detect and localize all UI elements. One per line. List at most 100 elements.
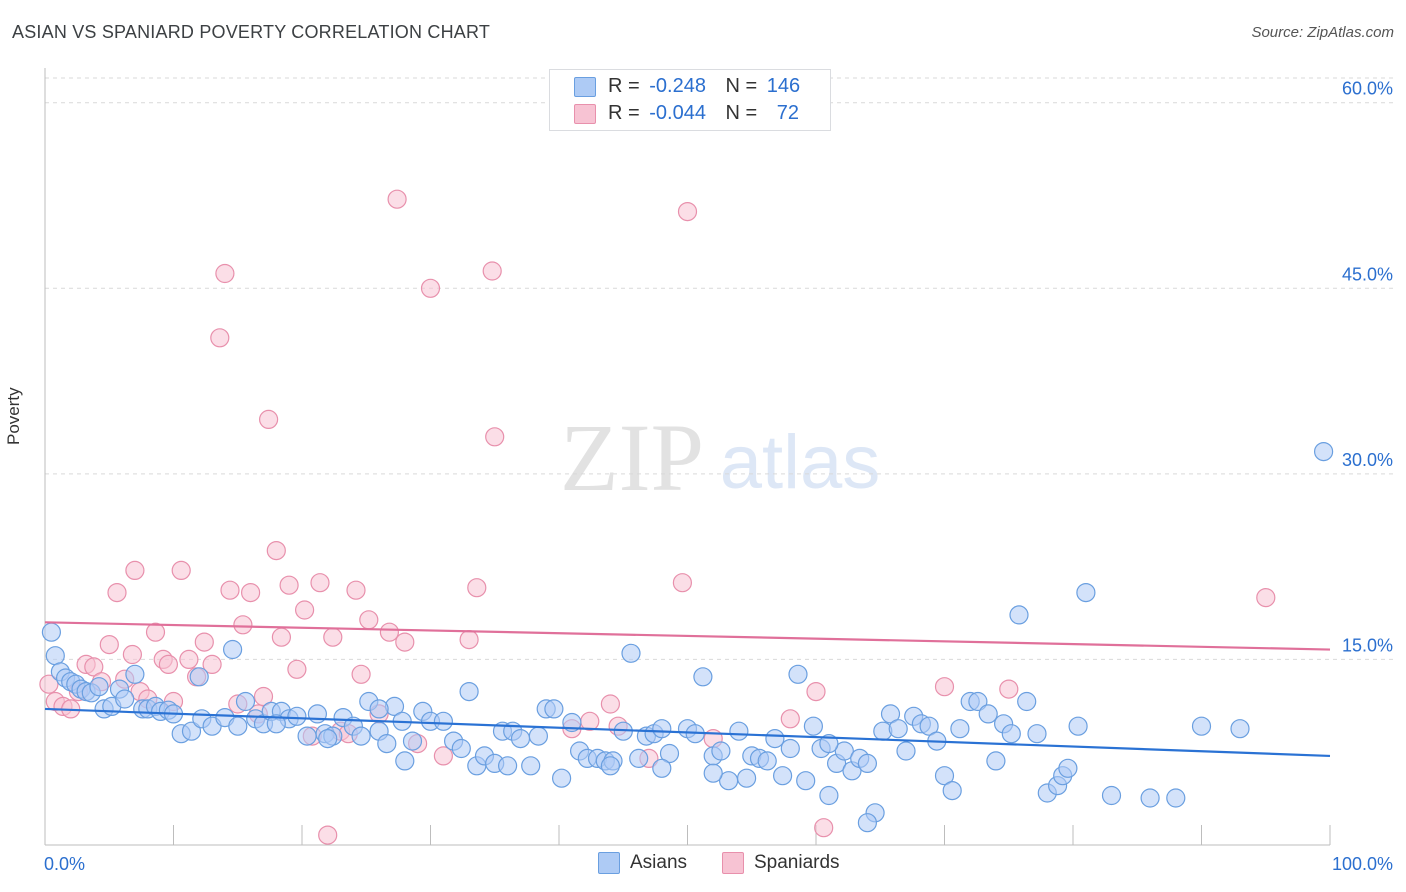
tick-labels: 15.0% 30.0% 45.0% 60.0% 0.0% 100.0% [44, 79, 1393, 874]
asian-point [788, 664, 808, 684]
spaniard-point [459, 629, 479, 650]
spaniard-point [485, 427, 505, 447]
spaniard-point [677, 202, 698, 222]
asian-point [796, 771, 816, 791]
asian-point [803, 716, 824, 736]
asian-point [736, 768, 757, 788]
asian-point [89, 677, 109, 697]
spaniard-point [806, 681, 826, 702]
legend-text-asians: R = -0.248 N = 146 [608, 75, 800, 98]
asian-point [652, 758, 672, 778]
chart-title: ASIAN VS SPANIARD POVERTY CORRELATION CH… [12, 22, 491, 42]
asian-point [510, 728, 531, 749]
data-points [39, 189, 1334, 845]
x-tick-label: 0.0% [44, 854, 85, 874]
spaniard-point [672, 573, 693, 593]
spaniard-point [287, 659, 307, 679]
asian-point [1140, 788, 1160, 808]
spaniard-point [122, 644, 142, 665]
asian-point [395, 751, 415, 771]
y-tick-label: 15.0% [1342, 635, 1393, 655]
asian-point [1017, 691, 1037, 712]
asian-point [521, 756, 541, 776]
asian-point [896, 741, 916, 761]
spaniard-point [395, 632, 415, 652]
spaniard-point [233, 615, 253, 635]
spaniard-point [482, 261, 502, 281]
y-tick-label: 60.0% [1342, 79, 1393, 99]
n-value: 72 [776, 102, 800, 124]
asian-point [551, 768, 572, 788]
spaniard-point [359, 610, 379, 630]
spaniard-point [934, 677, 955, 697]
spaniard-point [253, 686, 274, 707]
asian-point [1101, 785, 1122, 806]
asian-point [834, 741, 854, 761]
asian-point [318, 728, 338, 749]
asian-point [1027, 724, 1047, 744]
asians-swatch [598, 852, 620, 874]
asian-point [45, 646, 65, 666]
y-tick-label: 45.0% [1342, 264, 1393, 284]
asian-point [115, 689, 135, 709]
asian-point [451, 738, 471, 759]
n-label: N = [725, 75, 758, 97]
asian-point [228, 716, 248, 736]
asian-point [287, 706, 307, 726]
asian-point [819, 733, 839, 754]
asian-point [433, 711, 453, 731]
asian-point [377, 733, 397, 754]
asian-point [978, 704, 998, 724]
n-value: 146 [766, 75, 801, 97]
asian-point [986, 751, 1006, 771]
asian-point [772, 766, 793, 786]
asian-point [659, 743, 680, 764]
spaniards-swatch [574, 104, 596, 124]
asian-point [629, 748, 649, 769]
spaniard-point [99, 634, 119, 655]
spaniard-point [323, 627, 343, 647]
r-label: R = [608, 75, 640, 97]
asian-point [888, 719, 908, 739]
bottom-legend-label-asians: Asians [630, 852, 688, 873]
spaniard-point [420, 278, 441, 298]
asian-point [819, 785, 839, 806]
asian-point [765, 728, 785, 749]
y-tick-label: 30.0% [1342, 450, 1393, 470]
asian-point [459, 681, 479, 702]
spaniard-point [84, 657, 104, 677]
asians-swatch [574, 77, 596, 97]
asian-point [235, 691, 256, 712]
asian-point [1313, 442, 1334, 462]
asian-point [223, 639, 243, 660]
axes [44, 68, 1331, 846]
legend-text-spaniards: R = -0.044 N = 72 [608, 102, 799, 125]
spaniard-point [158, 654, 178, 675]
spaniard-point [467, 578, 487, 598]
asian-point [402, 731, 423, 751]
spaniard-point [814, 818, 834, 838]
r-value: -0.248 [649, 75, 706, 97]
asian-point [942, 780, 962, 801]
spaniard-point [351, 664, 371, 684]
asian-point [1191, 716, 1212, 736]
asian-point [41, 622, 62, 642]
asian-point [125, 664, 145, 684]
trend-lines [44, 621, 1331, 758]
asian-point [934, 766, 955, 786]
spaniard-point [600, 694, 621, 714]
spaniards-swatch [722, 852, 744, 874]
spaniard-point [202, 654, 222, 675]
legend: R = -0.248 N = 146 R = -0.044 N = 72 [549, 69, 831, 131]
spaniard-point [107, 582, 127, 603]
asian-point [621, 643, 641, 663]
r-label: R = [608, 102, 640, 124]
source-label: Source: ZipAtlas.com [1251, 24, 1394, 41]
asian-point [703, 763, 723, 783]
asian-point [1009, 605, 1029, 625]
asian-point [1058, 758, 1078, 778]
spaniard-point [387, 189, 407, 209]
spaniard-point [210, 328, 230, 348]
asian-point [600, 756, 621, 776]
